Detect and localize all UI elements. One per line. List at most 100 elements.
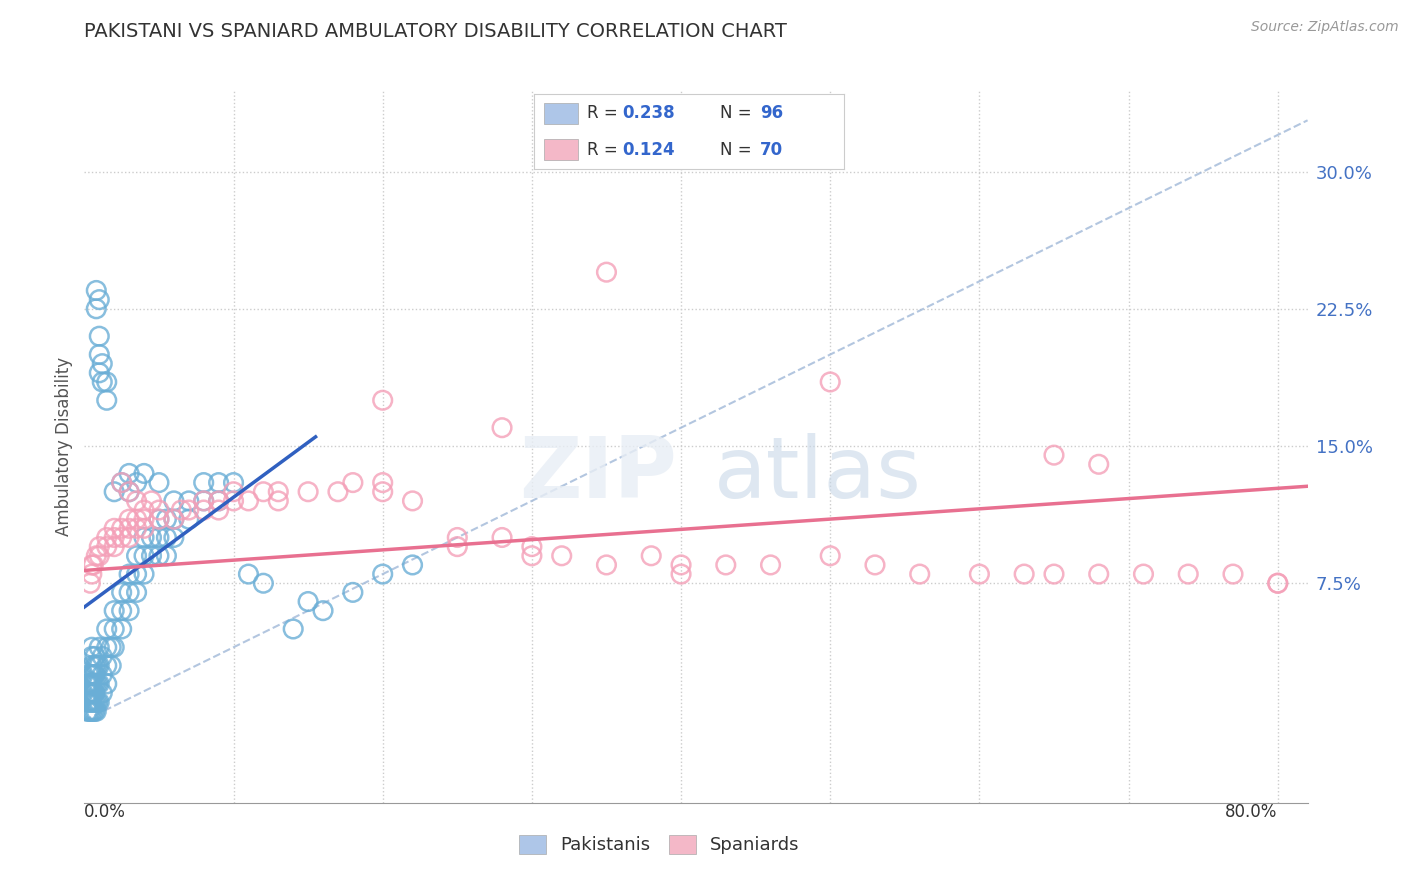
Point — [371, 475, 394, 490]
Point — [77, 704, 100, 718]
Point — [96, 640, 118, 655]
Point — [401, 558, 423, 572]
Point — [79, 686, 101, 700]
Point — [401, 494, 423, 508]
Point — [80, 658, 103, 673]
Text: R =: R = — [586, 104, 623, 122]
Point — [759, 558, 782, 572]
Point — [96, 622, 118, 636]
Point — [79, 677, 101, 691]
Point — [80, 695, 103, 709]
Point — [1087, 458, 1109, 472]
Point — [125, 585, 148, 599]
Text: 0.238: 0.238 — [623, 104, 675, 122]
Point — [312, 604, 335, 618]
Point — [193, 503, 215, 517]
Point — [111, 475, 134, 490]
Point — [267, 494, 290, 508]
Point — [77, 667, 100, 681]
Point — [80, 704, 103, 718]
Point — [132, 503, 155, 517]
Bar — [544, 103, 578, 124]
Legend: Pakistanis, Spaniards: Pakistanis, Spaniards — [512, 828, 807, 862]
Point — [84, 677, 107, 691]
Point — [111, 521, 134, 535]
Point — [89, 695, 111, 709]
Point — [76, 695, 98, 709]
Point — [818, 549, 841, 563]
Point — [82, 677, 104, 691]
Point — [83, 677, 105, 691]
Point — [80, 567, 103, 582]
Point — [89, 366, 111, 380]
Point — [83, 658, 105, 673]
Text: 80.0%: 80.0% — [1226, 803, 1278, 821]
Point — [132, 467, 155, 481]
Point — [1222, 567, 1244, 582]
Point — [297, 484, 319, 499]
Point — [111, 622, 134, 636]
Point — [520, 549, 543, 563]
Point — [111, 475, 134, 490]
Point — [222, 484, 245, 499]
Point — [132, 549, 155, 563]
Point — [148, 512, 170, 526]
Point — [103, 604, 125, 618]
Point — [91, 686, 114, 700]
Point — [83, 649, 105, 664]
Point — [76, 686, 98, 700]
Point — [207, 494, 229, 508]
Point — [80, 649, 103, 664]
Point — [132, 521, 155, 535]
Point — [82, 667, 104, 681]
Y-axis label: Ambulatory Disability: Ambulatory Disability — [55, 357, 73, 535]
Text: 96: 96 — [761, 104, 783, 122]
Point — [79, 576, 101, 591]
Point — [118, 531, 141, 545]
Point — [132, 567, 155, 582]
Point — [252, 576, 274, 591]
Point — [76, 704, 98, 718]
Point — [84, 695, 107, 709]
Point — [170, 503, 193, 517]
Point — [80, 667, 103, 681]
Point — [118, 567, 141, 582]
Text: PAKISTANI VS SPANIARD AMBULATORY DISABILITY CORRELATION CHART: PAKISTANI VS SPANIARD AMBULATORY DISABIL… — [84, 22, 787, 41]
Point — [96, 677, 118, 691]
Point — [80, 558, 103, 572]
Point — [148, 531, 170, 545]
Point — [238, 494, 260, 508]
Point — [100, 658, 122, 673]
Point — [141, 531, 163, 545]
Point — [1043, 567, 1066, 582]
Point — [103, 640, 125, 655]
Point — [155, 531, 177, 545]
Point — [595, 558, 617, 572]
Point — [80, 677, 103, 691]
Point — [342, 475, 364, 490]
Point — [640, 549, 662, 563]
Point — [1087, 567, 1109, 582]
Point — [141, 494, 163, 508]
Point — [83, 704, 105, 718]
Text: 0.0%: 0.0% — [84, 803, 127, 821]
Point — [80, 640, 103, 655]
Point — [96, 531, 118, 545]
Point — [207, 475, 229, 490]
Point — [141, 549, 163, 563]
Point — [193, 494, 215, 508]
Point — [908, 567, 931, 582]
Point — [163, 512, 186, 526]
Point — [111, 604, 134, 618]
Point — [111, 531, 134, 545]
Point — [669, 558, 692, 572]
Point — [267, 484, 290, 499]
Point — [125, 475, 148, 490]
Point — [1267, 576, 1289, 591]
Point — [222, 494, 245, 508]
Point — [103, 622, 125, 636]
Point — [714, 558, 737, 572]
Point — [1043, 448, 1066, 462]
Point — [103, 531, 125, 545]
Point — [155, 549, 177, 563]
